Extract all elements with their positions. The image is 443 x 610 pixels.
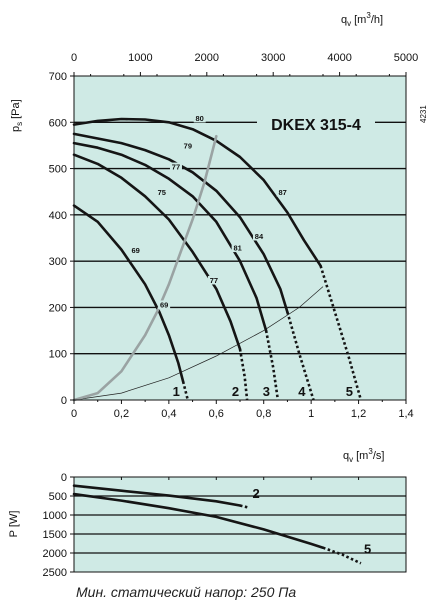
efficiency-label-bg bbox=[252, 232, 265, 241]
pressure-curve-label: 3 bbox=[263, 384, 270, 399]
efficiency-label: 84 bbox=[255, 232, 264, 241]
flow-h-tick-label: 0 bbox=[71, 52, 77, 64]
efficiency-label-bg bbox=[129, 245, 142, 255]
power-axis-ticks: 0 500 1000 1500 2000 2500 bbox=[43, 472, 407, 579]
power-tick-label: 500 bbox=[49, 491, 67, 503]
bottom-axis-unit-pre: [m bbox=[356, 450, 368, 462]
flow-h-tick-label: 4000 bbox=[327, 52, 351, 64]
power-plot-frame bbox=[73, 476, 407, 573]
top-axis-unit-pre: [m bbox=[354, 14, 366, 26]
pressure-curve-dotted-4 bbox=[286, 311, 315, 401]
power-curve-dotted-2 bbox=[239, 504, 250, 510]
efficiency-label-bg bbox=[193, 113, 206, 123]
pressure-tick-label: 700 bbox=[49, 71, 67, 83]
flow-h-tick-label: 5000 bbox=[394, 52, 418, 64]
pressure-tick-label: 600 bbox=[49, 117, 67, 129]
power-axis-symbol: P bbox=[8, 530, 20, 537]
system-curve-thin bbox=[73, 286, 324, 401]
power-tick-label: 2500 bbox=[43, 567, 67, 579]
pressure-curve-5 bbox=[72, 117, 322, 268]
model-label-box bbox=[257, 112, 375, 136]
power-curve-dotted-5 bbox=[322, 546, 362, 565]
pressure-tick-label: 500 bbox=[49, 164, 67, 176]
pressure-curves: 1 2 3 4 5 80 79 77 75 87 84 81 77 69 69 bbox=[72, 113, 363, 402]
flow-tick-label: 1,2 bbox=[351, 408, 366, 420]
pressure-curve-label: 2 bbox=[232, 384, 239, 399]
efficiency-label-bg bbox=[207, 275, 220, 285]
pressure-curve-label: 4 bbox=[298, 384, 306, 399]
top-axis-unit-sup: 3 bbox=[366, 11, 371, 20]
pressure-curve-1 bbox=[72, 204, 185, 383]
efficiency-label: 80 bbox=[196, 114, 204, 123]
flow-tick-label: 0,6 bbox=[209, 408, 224, 420]
top-axis-label: qv [m3/h] bbox=[341, 11, 383, 28]
pressure-tick-label: 400 bbox=[49, 210, 67, 222]
pressure-curve-label: 1 bbox=[173, 384, 180, 399]
flow-h-tick-label: 1000 bbox=[128, 52, 152, 64]
bottom-axis-unit-sup: 3 bbox=[368, 447, 373, 456]
power-curve-label: 2 bbox=[252, 486, 259, 501]
efficiency-label-bg bbox=[276, 188, 289, 197]
power-curve-2 bbox=[72, 484, 242, 507]
efficiency-label: 69 bbox=[131, 246, 139, 255]
caption: Мин. статический напор: 250 Па bbox=[76, 584, 296, 600]
efficiency-label-bg bbox=[231, 243, 244, 253]
top-axis-symbol-sub: v bbox=[347, 19, 351, 28]
efficiency-label: 77 bbox=[172, 163, 180, 172]
pressure-tick-label: 100 bbox=[49, 349, 67, 361]
pressure-curve-2 bbox=[72, 153, 242, 351]
efficiency-label: 69 bbox=[160, 301, 168, 310]
system-curve-light bbox=[72, 134, 218, 402]
flow-h-tick-label: 2000 bbox=[195, 52, 219, 64]
pressure-axis-unit: [Pa] bbox=[10, 99, 22, 119]
power-tick-label: 2000 bbox=[43, 548, 67, 560]
power-grid bbox=[74, 495, 406, 554]
power-tick-label: 0 bbox=[61, 472, 67, 484]
efficiency-label: 81 bbox=[233, 244, 241, 253]
efficiency-label: 77 bbox=[210, 276, 218, 285]
power-axis-unit: [W] bbox=[8, 511, 20, 528]
pressure-axis-symbol: p bbox=[10, 126, 22, 132]
pressure-tick-label: 0 bbox=[61, 395, 67, 407]
bottom-axis-symbol-sub: v bbox=[349, 455, 353, 464]
pressure-tick-label: 200 bbox=[49, 302, 67, 314]
efficiency-label-bg bbox=[181, 141, 194, 151]
pressure-curve-3 bbox=[72, 141, 268, 332]
pressure-curve-4 bbox=[72, 132, 289, 314]
pressure-tick-label: 300 bbox=[49, 256, 67, 268]
top-axis-unit-post: /h] bbox=[371, 14, 383, 26]
power-axis-label: P [W] bbox=[8, 511, 20, 538]
flow-tick-label: 0 bbox=[71, 408, 77, 420]
pressure-axis-symbol-sub: s bbox=[15, 122, 24, 126]
side-code: 4231 bbox=[419, 105, 428, 123]
flow-tick-label: 1 bbox=[308, 408, 314, 420]
flow-tick-label: 0,4 bbox=[161, 408, 176, 420]
efficiency-label: 75 bbox=[158, 188, 166, 197]
power-tick-label: 1000 bbox=[43, 510, 67, 522]
top-axis-symbol: q bbox=[341, 14, 347, 26]
efficiency-label-bg bbox=[155, 188, 168, 197]
model-label: DKEX 315-4 bbox=[271, 117, 361, 134]
flow-tick-label: 0,8 bbox=[256, 408, 271, 420]
bottom-axis-unit-post: /s] bbox=[373, 450, 385, 462]
efficiency-label-bg bbox=[158, 300, 171, 310]
power-plot-area bbox=[74, 477, 406, 572]
pressure-axis-label: ps [Pa] bbox=[10, 99, 24, 132]
bottom-axis-symbol: q bbox=[343, 450, 349, 462]
efficiency-label-bg bbox=[169, 162, 182, 172]
power-tick-label: 1500 bbox=[43, 529, 67, 541]
pressure-curve-dotted-1 bbox=[181, 381, 190, 401]
power-curve-5 bbox=[72, 492, 325, 549]
power-curve-label: 5 bbox=[364, 541, 371, 556]
efficiency-label: 79 bbox=[184, 142, 192, 151]
bottom-axis-label: qv [m3/s] bbox=[343, 447, 384, 464]
flow-tick-label: 1,4 bbox=[398, 408, 413, 420]
pressure-axis-ticks: 0 100 200 300 400 500 600 700 0 0,2 0,4 0,6 0,8 1 1,2 1… bbox=[49, 52, 419, 420]
flow-tick-label: 0,2 bbox=[114, 408, 129, 420]
pressure-curve-label: 5 bbox=[346, 384, 353, 399]
efficiency-label: 87 bbox=[279, 188, 287, 197]
power-curves: 25 bbox=[72, 484, 371, 565]
flow-h-tick-label: 3000 bbox=[261, 52, 285, 64]
